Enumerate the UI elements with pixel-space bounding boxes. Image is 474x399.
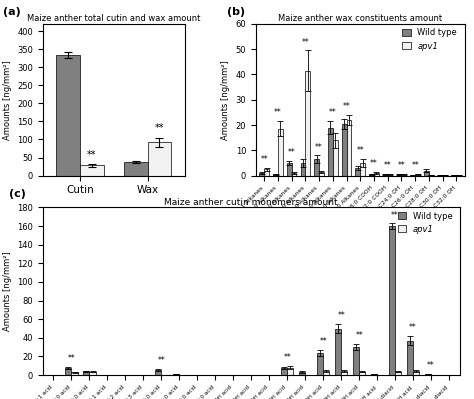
- Text: **: **: [315, 142, 323, 152]
- Bar: [341, 371, 347, 375]
- Text: **: **: [391, 211, 399, 219]
- Bar: [425, 374, 431, 375]
- Text: **: **: [68, 354, 75, 363]
- Bar: [90, 372, 96, 375]
- Bar: [374, 173, 379, 176]
- Bar: [292, 173, 296, 176]
- Text: **: **: [87, 150, 97, 160]
- Text: **: **: [337, 311, 345, 320]
- Bar: [323, 371, 329, 375]
- Text: (b): (b): [227, 7, 245, 17]
- Bar: [273, 174, 278, 176]
- Text: **: **: [319, 337, 327, 346]
- Bar: [319, 172, 324, 176]
- Text: **: **: [260, 155, 268, 164]
- Bar: [301, 163, 305, 176]
- Bar: [360, 163, 365, 176]
- Bar: [410, 175, 415, 176]
- Bar: [359, 372, 365, 375]
- Text: **: **: [427, 361, 435, 370]
- Bar: [438, 175, 443, 176]
- Bar: [383, 174, 388, 176]
- Bar: [287, 163, 292, 176]
- Text: **: **: [288, 148, 295, 157]
- Bar: [328, 128, 333, 176]
- Text: (a): (a): [3, 7, 20, 17]
- Bar: [72, 372, 78, 375]
- Bar: [429, 175, 434, 176]
- Bar: [401, 174, 406, 176]
- Title: Maize anther cutin monomers amount: Maize anther cutin monomers amount: [164, 198, 338, 207]
- Bar: [389, 226, 395, 375]
- Bar: [278, 129, 283, 176]
- Text: **: **: [370, 160, 378, 168]
- Y-axis label: Amounts [ng/mm²]: Amounts [ng/mm²]: [2, 251, 11, 331]
- Text: **: **: [155, 123, 164, 133]
- Bar: [451, 175, 456, 176]
- Bar: [80, 166, 104, 176]
- Bar: [56, 55, 80, 176]
- Bar: [259, 173, 264, 176]
- Legend: Wild type, apv1: Wild type, apv1: [394, 208, 456, 237]
- Bar: [407, 341, 413, 375]
- Text: **: **: [274, 109, 282, 117]
- Text: **: **: [398, 161, 405, 170]
- Bar: [353, 347, 359, 375]
- Bar: [147, 142, 171, 176]
- Bar: [65, 367, 72, 375]
- Bar: [264, 169, 269, 176]
- Bar: [155, 370, 161, 375]
- Text: **: **: [409, 323, 417, 332]
- Bar: [346, 120, 351, 176]
- Bar: [83, 371, 90, 375]
- Bar: [424, 170, 429, 176]
- Bar: [173, 374, 179, 375]
- Text: **: **: [157, 356, 165, 365]
- Legend: Wild type, apv1: Wild type, apv1: [399, 25, 460, 54]
- Title: Maize anther wax constituents amount: Maize anther wax constituents amount: [278, 14, 442, 23]
- Text: **: **: [329, 109, 337, 117]
- Text: **: **: [283, 353, 291, 362]
- Bar: [305, 71, 310, 176]
- Bar: [388, 174, 392, 176]
- Bar: [287, 367, 293, 375]
- Y-axis label: Amounts [ng/mm²]: Amounts [ng/mm²]: [2, 60, 11, 140]
- Bar: [443, 175, 447, 176]
- Bar: [456, 175, 461, 176]
- Text: **: **: [355, 331, 363, 340]
- Bar: [317, 353, 323, 375]
- Bar: [314, 159, 319, 176]
- Bar: [335, 328, 341, 375]
- Bar: [124, 162, 147, 176]
- Bar: [356, 168, 360, 176]
- Text: (c): (c): [9, 190, 26, 200]
- Text: **: **: [301, 38, 309, 47]
- Text: **: **: [356, 146, 364, 155]
- Title: Maize anther total cutin and wax amount: Maize anther total cutin and wax amount: [27, 14, 201, 23]
- Bar: [395, 372, 401, 375]
- Bar: [299, 372, 305, 375]
- Bar: [415, 174, 420, 176]
- Text: **: **: [343, 102, 350, 111]
- Bar: [371, 374, 377, 375]
- Bar: [397, 174, 401, 176]
- Bar: [281, 368, 287, 375]
- Bar: [413, 371, 419, 375]
- Y-axis label: Amounts [ng/mm²]: Amounts [ng/mm²]: [221, 60, 230, 140]
- Text: **: **: [384, 161, 392, 170]
- Bar: [342, 124, 346, 176]
- Bar: [333, 140, 337, 176]
- Legend: Wild type, apv1: Wild type, apv1: [306, 26, 372, 55]
- Text: **: **: [411, 161, 419, 170]
- Bar: [369, 174, 374, 176]
